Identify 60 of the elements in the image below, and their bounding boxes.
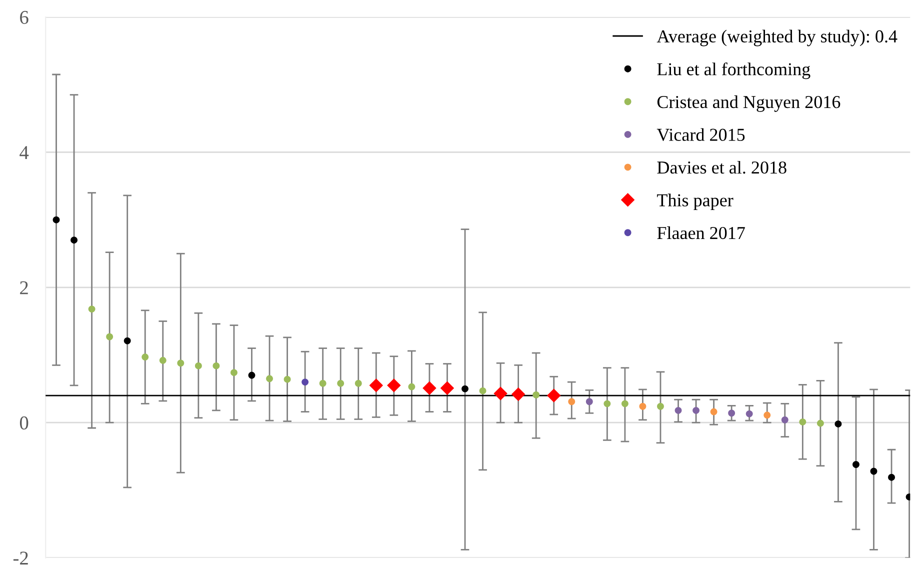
y-tick-label: 2 bbox=[20, 281, 28, 294]
point bbox=[728, 410, 736, 417]
point bbox=[354, 380, 362, 387]
point bbox=[106, 333, 114, 340]
y-tick-label: 6 bbox=[20, 10, 28, 24]
point bbox=[319, 380, 326, 387]
point bbox=[369, 378, 384, 392]
point bbox=[586, 398, 593, 406]
point bbox=[746, 410, 753, 418]
point bbox=[799, 418, 806, 426]
point bbox=[870, 468, 878, 475]
point bbox=[212, 362, 220, 370]
point bbox=[284, 376, 291, 383]
point bbox=[248, 372, 256, 379]
point bbox=[621, 400, 628, 408]
point bbox=[674, 406, 682, 414]
point bbox=[408, 383, 416, 390]
point bbox=[852, 461, 860, 468]
y-tick-label: -2 bbox=[13, 552, 28, 565]
point bbox=[230, 369, 238, 376]
point bbox=[834, 420, 842, 428]
point bbox=[142, 354, 149, 360]
point bbox=[888, 474, 895, 481]
point bbox=[88, 306, 96, 313]
point bbox=[764, 412, 771, 419]
point bbox=[440, 381, 454, 395]
point bbox=[387, 378, 401, 392]
point bbox=[302, 378, 309, 386]
point bbox=[532, 391, 540, 398]
point bbox=[159, 356, 166, 364]
point bbox=[70, 236, 78, 244]
point bbox=[568, 398, 576, 406]
point bbox=[52, 216, 60, 224]
point bbox=[816, 420, 824, 427]
point bbox=[781, 416, 788, 424]
legend-label: This paper bbox=[657, 194, 734, 210]
point bbox=[266, 375, 273, 382]
point bbox=[422, 381, 436, 395]
legend-label: Average (weighted by study): 0.4 bbox=[656, 30, 898, 46]
legend-label: Davies et al. 2018 bbox=[657, 160, 786, 174]
point bbox=[657, 402, 664, 410]
point bbox=[546, 388, 561, 402]
point bbox=[124, 337, 131, 344]
point bbox=[710, 408, 718, 416]
point bbox=[337, 380, 344, 387]
point bbox=[604, 400, 611, 408]
legend-label: Flaaen 2017 bbox=[657, 226, 745, 240]
point bbox=[479, 387, 486, 394]
point bbox=[177, 360, 184, 367]
point bbox=[639, 402, 646, 410]
point bbox=[462, 385, 468, 392]
point bbox=[692, 406, 700, 414]
point bbox=[511, 387, 526, 402]
y-tick-label: 4 bbox=[20, 146, 29, 159]
point bbox=[194, 362, 202, 370]
legend-label: Cristea and Nguyen 2016 bbox=[657, 95, 840, 112]
legend-label: Liu et al forthcoming bbox=[657, 62, 810, 80]
legend-label: Vicard 2015 bbox=[656, 128, 745, 142]
point bbox=[494, 386, 508, 400]
y-tick-label: 0 bbox=[20, 416, 28, 430]
